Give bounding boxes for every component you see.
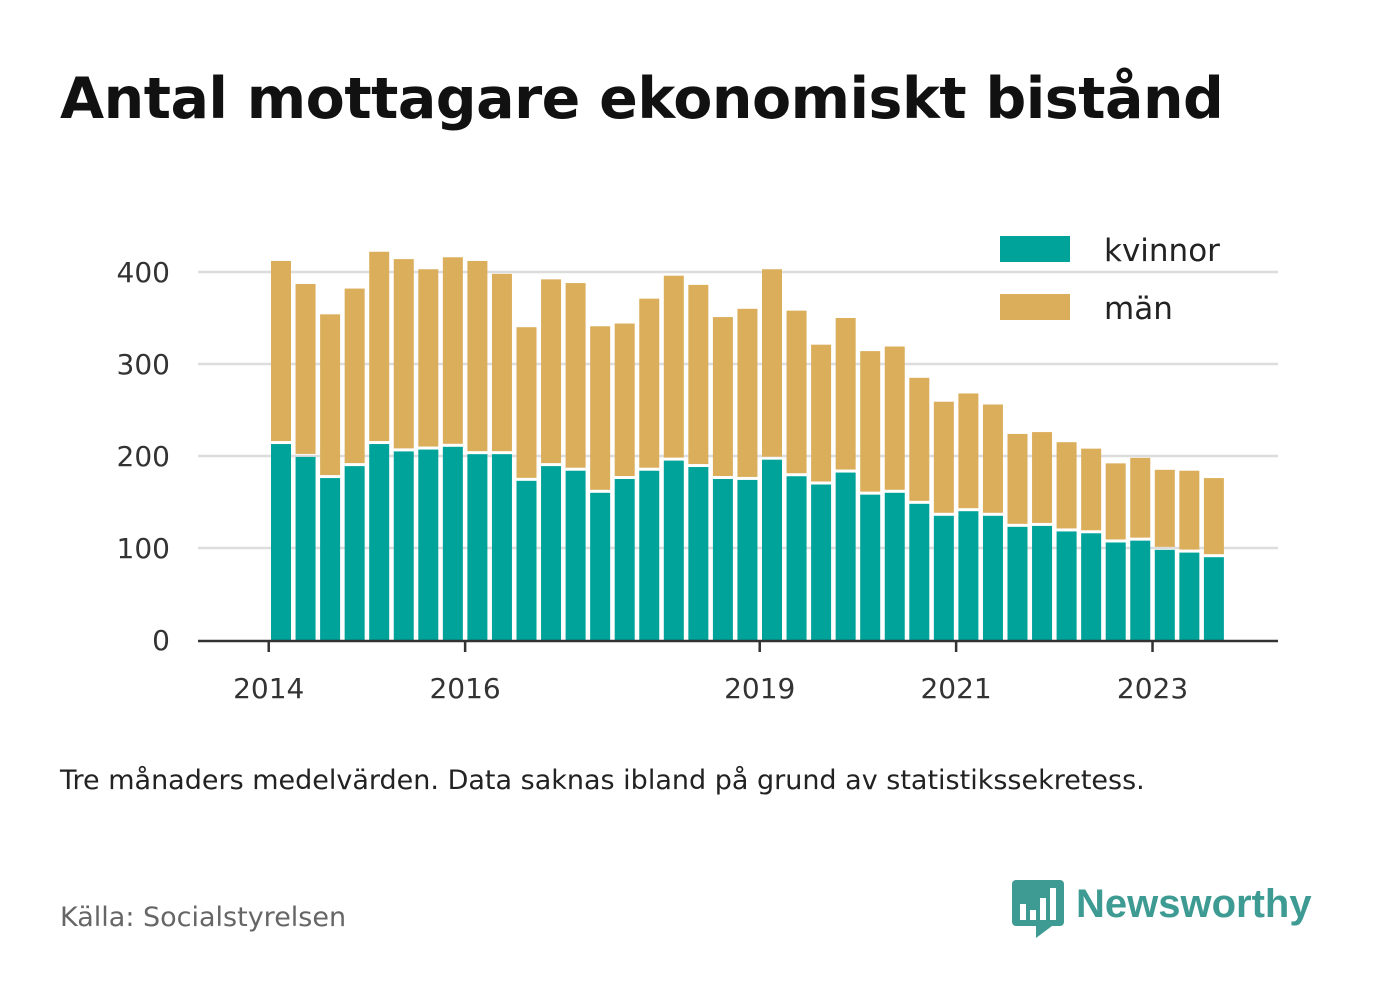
bar-man-2021-Q2[interactable] xyxy=(958,393,979,509)
bar-kvinnor-2016-Q2[interactable] xyxy=(467,454,488,640)
bar-kvinnor-2014-Q4[interactable] xyxy=(320,478,341,640)
bar-man-2020-Q4[interactable] xyxy=(909,377,930,501)
bar-man-2023-Q3[interactable] xyxy=(1179,470,1200,550)
bar-man-2018-Q2[interactable] xyxy=(663,275,684,458)
bar-man-2015-Q2[interactable] xyxy=(369,251,390,442)
bar-kvinnor-2021-Q2[interactable] xyxy=(958,511,979,640)
legend-swatch-man xyxy=(1000,294,1070,320)
bar-man-2022-Q4[interactable] xyxy=(1105,463,1126,540)
bar-kvinnor-2016-Q4[interactable] xyxy=(516,480,537,640)
bar-man-2023-Q4[interactable] xyxy=(1203,478,1224,555)
chart-note: Tre månaders medelvärden. Data saknas ib… xyxy=(60,765,1145,796)
bar-kvinnor-2021-Q1[interactable] xyxy=(933,515,954,640)
bar-kvinnor-2022-Q1[interactable] xyxy=(1032,525,1053,640)
bar-man-2016-Q1[interactable] xyxy=(442,257,463,444)
bar-kvinnor-2017-Q3[interactable] xyxy=(590,492,611,640)
bar-kvinnor-2020-Q1[interactable] xyxy=(835,472,856,640)
x-tick-label: 2023 xyxy=(1117,672,1188,705)
bar-kvinnor-2018-Q1[interactable] xyxy=(639,470,660,640)
bar-man-2016-Q2[interactable] xyxy=(467,260,488,452)
x-tick-label: 2021 xyxy=(920,672,991,705)
bar-kvinnor-2020-Q4[interactable] xyxy=(909,503,930,640)
bar-kvinnor-2019-Q2[interactable] xyxy=(762,459,782,640)
bar-man-2020-Q2[interactable] xyxy=(860,351,881,492)
bar-kvinnor-2023-Q3[interactable] xyxy=(1179,552,1200,640)
bar-man-2015-Q4[interactable] xyxy=(418,269,439,447)
bar-man-2015-Q1[interactable] xyxy=(344,288,365,464)
bar-kvinnor-2016-Q1[interactable] xyxy=(442,446,463,640)
bar-kvinnor-2018-Q2[interactable] xyxy=(663,460,684,640)
bar-man-2018-Q3[interactable] xyxy=(688,284,709,465)
bar-man-2014-Q4[interactable] xyxy=(320,314,341,476)
bar-man-2018-Q1[interactable] xyxy=(639,298,660,468)
bar-man-2017-Q2[interactable] xyxy=(565,283,586,468)
bar-man-2023-Q2[interactable] xyxy=(1154,469,1175,547)
y-tick-label: 400 xyxy=(117,256,170,289)
bar-kvinnor-2022-Q2[interactable] xyxy=(1056,531,1077,640)
bar-kvinnor-2017-Q4[interactable] xyxy=(614,479,635,640)
bar-man-2021-Q1[interactable] xyxy=(933,401,954,513)
bar-man-2021-Q3[interactable] xyxy=(982,404,1003,513)
bar-kvinnor-2015-Q2[interactable] xyxy=(369,444,390,640)
bar-man-2017-Q1[interactable] xyxy=(541,279,562,464)
bar-kvinnor-2018-Q4[interactable] xyxy=(712,479,733,640)
bar-kvinnor-2015-Q1[interactable] xyxy=(344,466,365,640)
bar-man-2016-Q3[interactable] xyxy=(491,273,512,452)
bar-man-2017-Q3[interactable] xyxy=(590,326,611,490)
bar-man-2014-Q2[interactable] xyxy=(271,260,291,442)
bar-man-2022-Q3[interactable] xyxy=(1081,448,1102,531)
bar-man-2016-Q4[interactable] xyxy=(516,327,537,478)
bar-man-2018-Q4[interactable] xyxy=(712,317,733,476)
y-tick-label: 200 xyxy=(117,440,170,473)
x-tick-label: 2016 xyxy=(429,672,500,705)
bar-man-2020-Q1[interactable] xyxy=(835,318,856,470)
bar-kvinnor-2019-Q4[interactable] xyxy=(811,484,832,640)
bar-kvinnor-2015-Q4[interactable] xyxy=(418,449,439,640)
bar-kvinnor-2022-Q4[interactable] xyxy=(1105,542,1126,640)
bar-man-2014-Q3[interactable] xyxy=(295,283,316,454)
bar-kvinnor-2016-Q3[interactable] xyxy=(491,454,512,640)
bar-kvinnor-2021-Q3[interactable] xyxy=(982,515,1003,640)
bar-kvinnor-2020-Q2[interactable] xyxy=(860,494,881,640)
bar-kvinnor-2021-Q4[interactable] xyxy=(1007,526,1028,640)
bar-kvinnor-2022-Q3[interactable] xyxy=(1081,533,1102,640)
bar-man-2022-Q2[interactable] xyxy=(1056,442,1077,529)
bar-man-2020-Q3[interactable] xyxy=(884,346,905,490)
brand-name: Newsworthy xyxy=(1076,882,1312,926)
bar-man-2019-Q4[interactable] xyxy=(811,344,832,482)
newsworthy-logo-icon xyxy=(1012,880,1064,938)
bar-man-2017-Q4[interactable] xyxy=(614,323,635,476)
bar-man-2019-Q1[interactable] xyxy=(737,308,758,477)
bar-kvinnor-2014-Q2[interactable] xyxy=(271,444,291,640)
bar-kvinnor-2019-Q3[interactable] xyxy=(786,476,807,640)
legend-label-man: män xyxy=(1104,291,1173,327)
bar-man-2019-Q3[interactable] xyxy=(786,310,807,474)
chart-title: Antal mottagare ekonomiskt bistånd xyxy=(60,66,1224,132)
bar-kvinnor-2015-Q3[interactable] xyxy=(393,451,414,640)
bar-man-2021-Q4[interactable] xyxy=(1007,433,1028,524)
bar-kvinnor-2023-Q2[interactable] xyxy=(1154,549,1175,640)
y-tick-label: 0 xyxy=(152,624,170,657)
bar-man-2019-Q2[interactable] xyxy=(762,269,782,457)
bar-kvinnor-2023-Q1[interactable] xyxy=(1130,540,1151,640)
y-tick-label: 100 xyxy=(117,532,170,565)
newsworthy-brand[interactable]: Newsworthy xyxy=(1012,880,1312,940)
bar-man-2023-Q1[interactable] xyxy=(1130,457,1151,538)
bar-man-2022-Q1[interactable] xyxy=(1032,432,1053,523)
bar-kvinnor-2018-Q3[interactable] xyxy=(688,467,709,640)
source-label: Källa: Socialstyrelsen xyxy=(60,902,347,933)
y-tick-label: 300 xyxy=(117,348,170,381)
legend-label-kvinnor: kvinnor xyxy=(1104,233,1220,269)
bar-kvinnor-2017-Q2[interactable] xyxy=(565,470,586,640)
bar-kvinnor-2020-Q3[interactable] xyxy=(884,492,905,640)
bar-kvinnor-2019-Q1[interactable] xyxy=(737,479,758,640)
legend-swatch-kvinnor xyxy=(1000,236,1070,262)
bar-kvinnor-2014-Q3[interactable] xyxy=(295,456,316,640)
bar-kvinnor-2023-Q4[interactable] xyxy=(1203,557,1224,640)
bar-man-2015-Q3[interactable] xyxy=(393,259,414,449)
bar-kvinnor-2017-Q1[interactable] xyxy=(541,466,562,640)
x-tick-label: 2014 xyxy=(233,672,304,705)
x-tick-label: 2019 xyxy=(724,672,795,705)
